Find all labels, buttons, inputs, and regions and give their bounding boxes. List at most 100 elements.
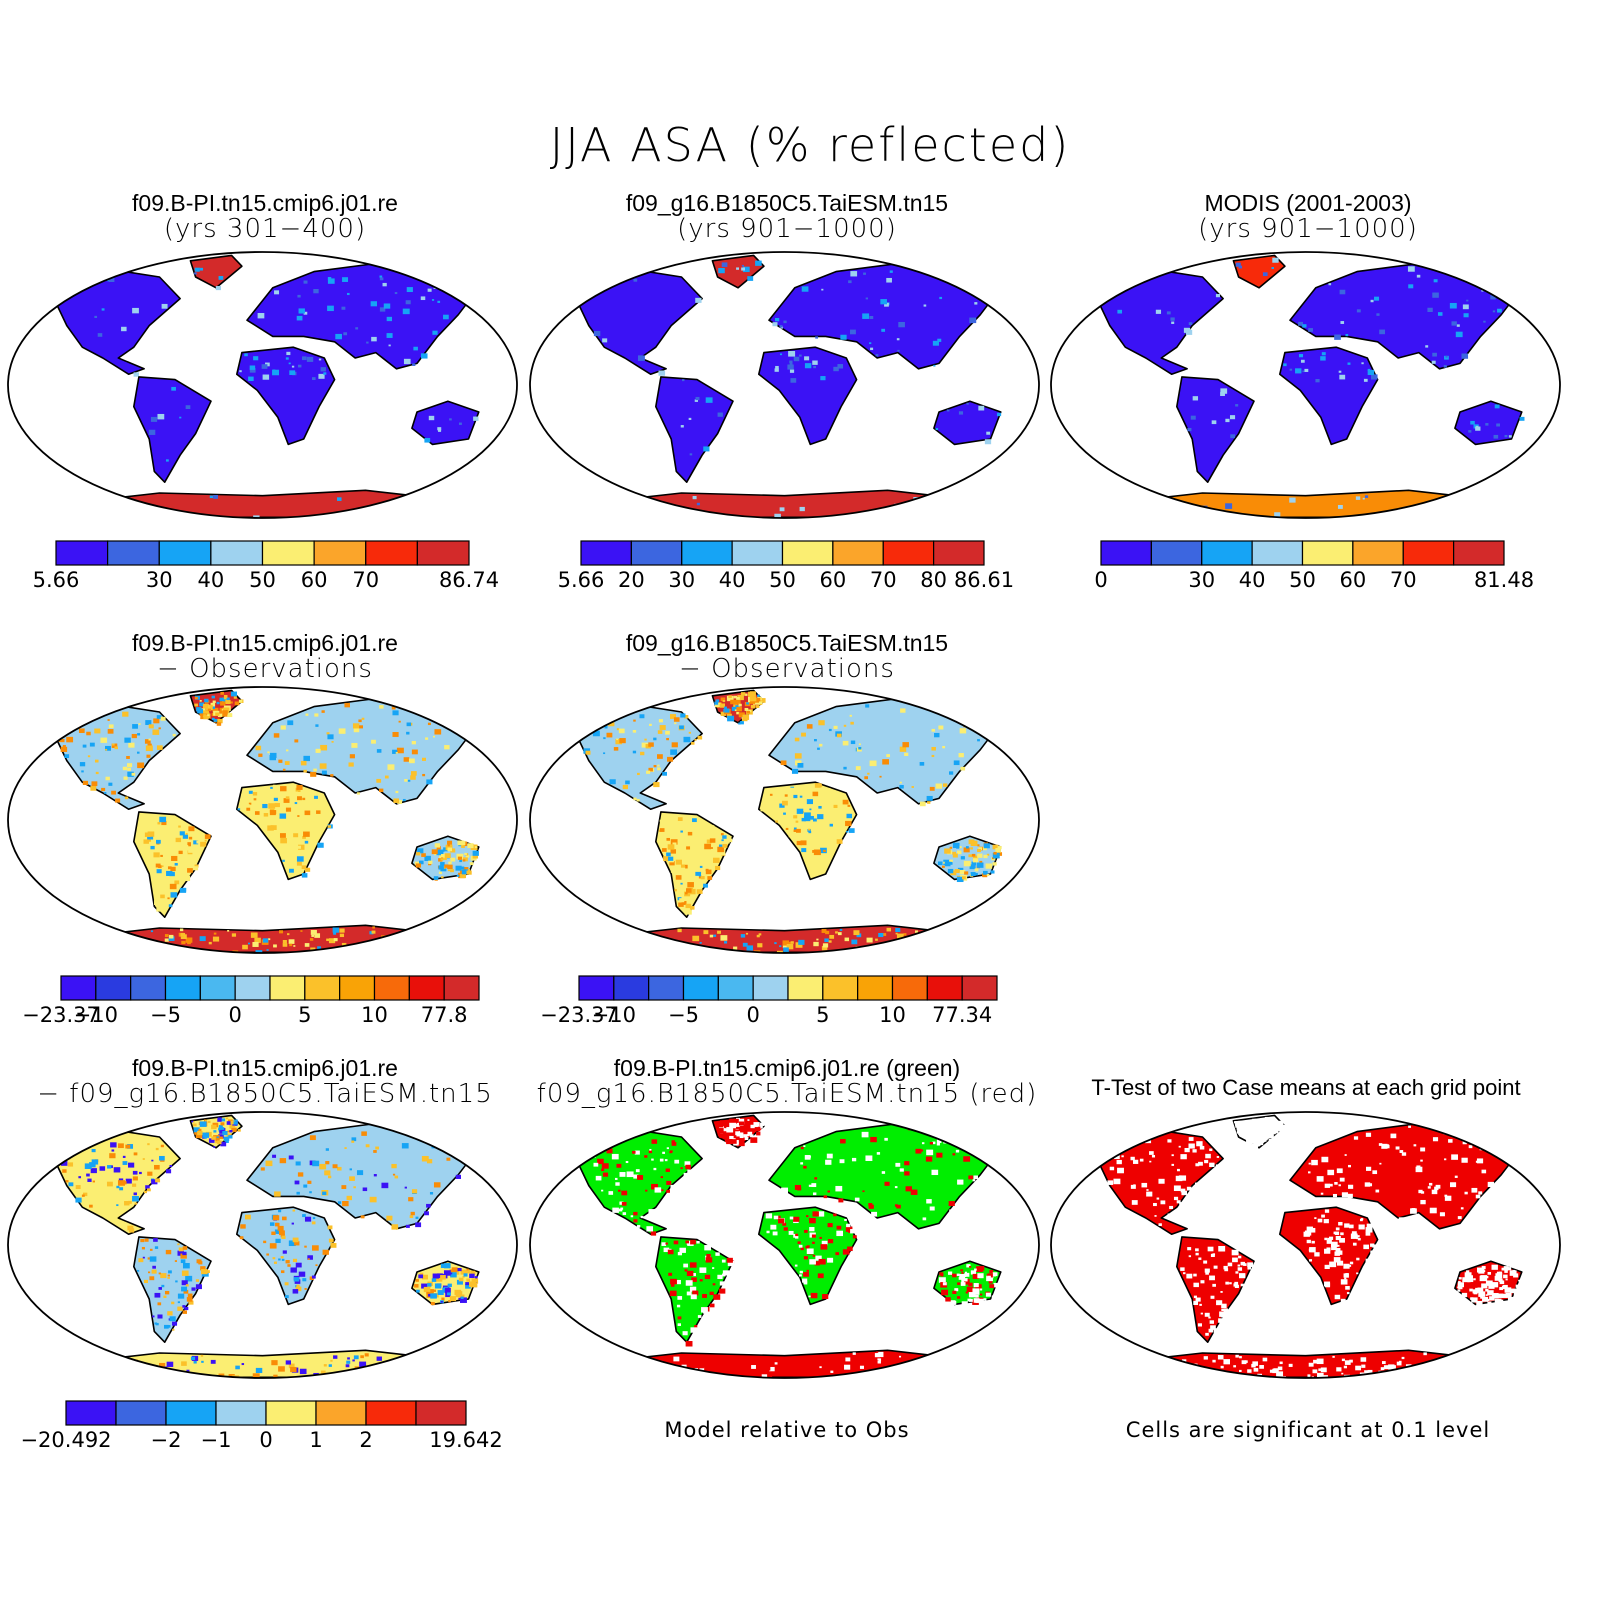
map-cell (1352, 1242, 1357, 1246)
map-cell (205, 1119, 208, 1122)
map-cell (668, 856, 674, 861)
map-cell (756, 1132, 761, 1136)
map-cell (249, 368, 256, 373)
map-cell (851, 1157, 857, 1162)
map-cell (1450, 1182, 1457, 1188)
map-cell (108, 782, 113, 786)
map-cell (231, 933, 237, 937)
map-cell (1372, 1244, 1377, 1248)
map-cell (1334, 1231, 1340, 1235)
map-container (1048, 250, 1563, 524)
map-cell (330, 950, 333, 952)
map-cell (306, 356, 314, 362)
map-cell (882, 759, 889, 765)
map-cell (207, 708, 211, 712)
map-cell (1204, 1159, 1209, 1164)
map-cell (671, 1142, 677, 1146)
map-cell (615, 738, 623, 745)
map-cell (799, 506, 805, 512)
map-cell (793, 356, 800, 362)
map-cell (342, 1201, 349, 1207)
map-cell (160, 904, 164, 907)
map-cell (968, 1282, 973, 1287)
map-cell (1389, 1365, 1396, 1371)
map-cell (1504, 1287, 1512, 1293)
map-cell (797, 1241, 801, 1244)
map-cell (1339, 1177, 1345, 1182)
map-cell (327, 277, 332, 280)
map-cell (274, 1191, 281, 1197)
map-cell (793, 827, 797, 830)
map-cell (692, 935, 700, 942)
map-cell (1182, 1365, 1186, 1369)
panel-title: MODIS (2001-2003) (1204, 190, 1412, 216)
map-cell (1457, 1216, 1462, 1220)
map-cell (670, 749, 678, 755)
map-cell (800, 1162, 804, 1165)
map-cell (803, 1165, 807, 1169)
map-cell (1233, 1121, 1237, 1124)
map-cell (288, 1363, 295, 1369)
map-cell (402, 308, 410, 315)
map-cell (1188, 1255, 1192, 1258)
map-cell (628, 1368, 636, 1374)
map-cell (1234, 1284, 1239, 1289)
map-cell (441, 849, 445, 852)
map-cell (274, 802, 280, 808)
map-cell (867, 772, 870, 775)
antarctica-landmass (1119, 489, 1492, 518)
map-cell (389, 1366, 396, 1371)
map-cell (711, 825, 715, 828)
map-cell (180, 932, 186, 937)
map-cell (1504, 434, 1508, 438)
map-cell (1221, 1303, 1227, 1309)
map-cell (132, 307, 139, 314)
map-cell (77, 1143, 81, 1147)
map-cell (65, 1180, 69, 1183)
map-cell (699, 1367, 705, 1372)
map-cell (149, 1256, 157, 1262)
map-cell (1356, 1235, 1360, 1238)
map-cell (193, 1361, 197, 1364)
map-cell (814, 1261, 820, 1266)
map-cell (193, 866, 199, 871)
map-cell (1410, 1208, 1417, 1214)
map-cell (201, 708, 206, 712)
map-cell (309, 1191, 312, 1194)
map-cell (1337, 1244, 1340, 1247)
map-cell (457, 1267, 462, 1272)
map-cell (673, 1240, 679, 1245)
map-cell (666, 1189, 670, 1193)
map-cell (739, 721, 744, 725)
map-cell (279, 813, 287, 819)
map-cell (659, 819, 663, 823)
map-cell (769, 793, 773, 796)
map-cell (697, 875, 702, 879)
map-cell (217, 1118, 222, 1122)
map-cell (168, 936, 175, 941)
map-cell (223, 699, 227, 702)
map-cell (956, 1273, 960, 1277)
colorbar-tick-label: −23.37 (540, 1003, 618, 1027)
greenland-landmass (1232, 254, 1286, 289)
map-cell (966, 1286, 974, 1293)
map-cell (926, 1149, 934, 1156)
map-cell (735, 699, 741, 705)
map-cell (974, 302, 978, 305)
map-cell (819, 804, 825, 809)
map-cell (1521, 1148, 1528, 1154)
map-cell (1339, 374, 1346, 380)
map-cell (1401, 1356, 1405, 1360)
map-cell (320, 744, 328, 751)
map-cell (862, 1190, 865, 1193)
map-cell (1320, 1192, 1324, 1195)
map-cell (302, 797, 306, 801)
map-cell (1236, 1130, 1242, 1134)
map-cell (700, 876, 705, 880)
map-cell (721, 1120, 726, 1125)
map-cell (958, 1277, 963, 1280)
map-cell (313, 830, 317, 834)
map-cell (437, 427, 442, 431)
map-cell (426, 1291, 429, 1294)
map-cell (392, 710, 399, 716)
